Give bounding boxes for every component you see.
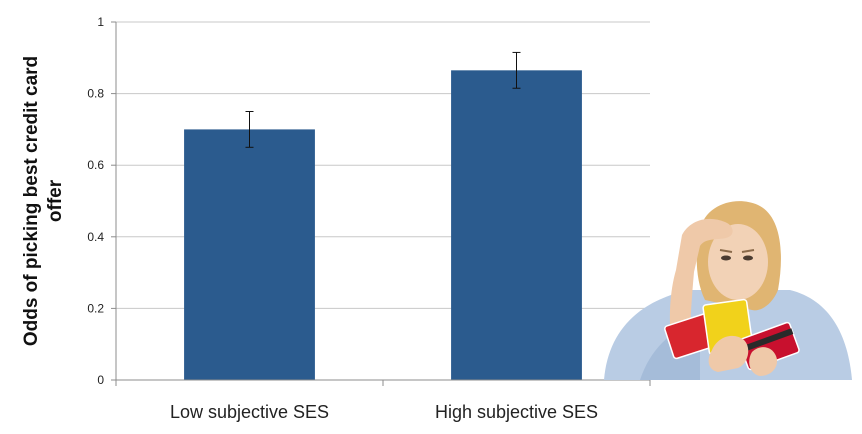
y-tick-label: 0.2 bbox=[87, 301, 104, 315]
y-tick-label: 0.4 bbox=[87, 230, 104, 244]
bars bbox=[184, 70, 582, 380]
card-stripe bbox=[742, 328, 794, 352]
hand-holding-cards bbox=[708, 335, 749, 372]
error-bars bbox=[245, 51, 521, 148]
y-tick-label: 0 bbox=[97, 373, 104, 387]
category-labels: Low subjective SES High subjective SES bbox=[170, 402, 598, 422]
y-tick-label: 1 bbox=[97, 15, 104, 29]
bar-2 bbox=[451, 70, 582, 380]
y-tick-labels: 0 0.2 0.4 0.6 0.8 1 bbox=[87, 15, 116, 387]
y-axis-label-line1: Odds of picking best credit card bbox=[21, 56, 42, 346]
stressed-woman-with-credit-cards-icon bbox=[604, 201, 852, 380]
category-label: High subjective SES bbox=[435, 402, 598, 422]
hand-on-head bbox=[676, 218, 733, 281]
y-axis-label-line2: offer bbox=[45, 179, 66, 222]
y-tick-label: 0.6 bbox=[87, 158, 104, 172]
bar-1 bbox=[184, 129, 315, 380]
face bbox=[708, 224, 768, 300]
category-label: Low subjective SES bbox=[170, 402, 329, 422]
y-tick-label: 0.8 bbox=[87, 87, 104, 101]
x-axis bbox=[115, 379, 651, 386]
